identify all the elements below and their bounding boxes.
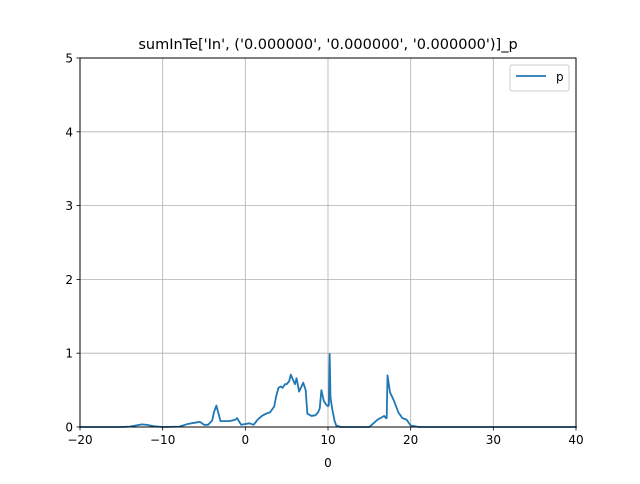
- x-tick-label: −20: [67, 433, 92, 447]
- chart-title: sumInTe['In', ('0.000000', '0.000000', '…: [138, 37, 517, 53]
- x-tick-label: 0: [242, 433, 250, 447]
- x-tick-label: 10: [320, 433, 335, 447]
- x-tick-label: 40: [568, 433, 583, 447]
- x-tick-label: −10: [150, 433, 175, 447]
- y-tick-label: 1: [65, 347, 73, 361]
- y-tick-label: 3: [65, 199, 73, 213]
- x-tick-label: 30: [486, 433, 501, 447]
- legend-box: [509, 64, 570, 92]
- legend-label: p: [556, 70, 564, 84]
- y-tick-label: 4: [65, 125, 73, 139]
- legend: p: [509, 64, 570, 92]
- y-tick-label: 5: [65, 52, 73, 66]
- y-tick-label: 0: [65, 421, 73, 435]
- tick-layer: −20 −10 0 10 20 30 40 0 1 2 3 4 5: [65, 52, 583, 448]
- series-layer: [79, 353, 577, 428]
- x-axis-label: 0: [324, 456, 332, 470]
- series-line-p: [79, 353, 577, 428]
- y-tick-label: 2: [65, 273, 73, 287]
- x-tick-label: 20: [403, 433, 418, 447]
